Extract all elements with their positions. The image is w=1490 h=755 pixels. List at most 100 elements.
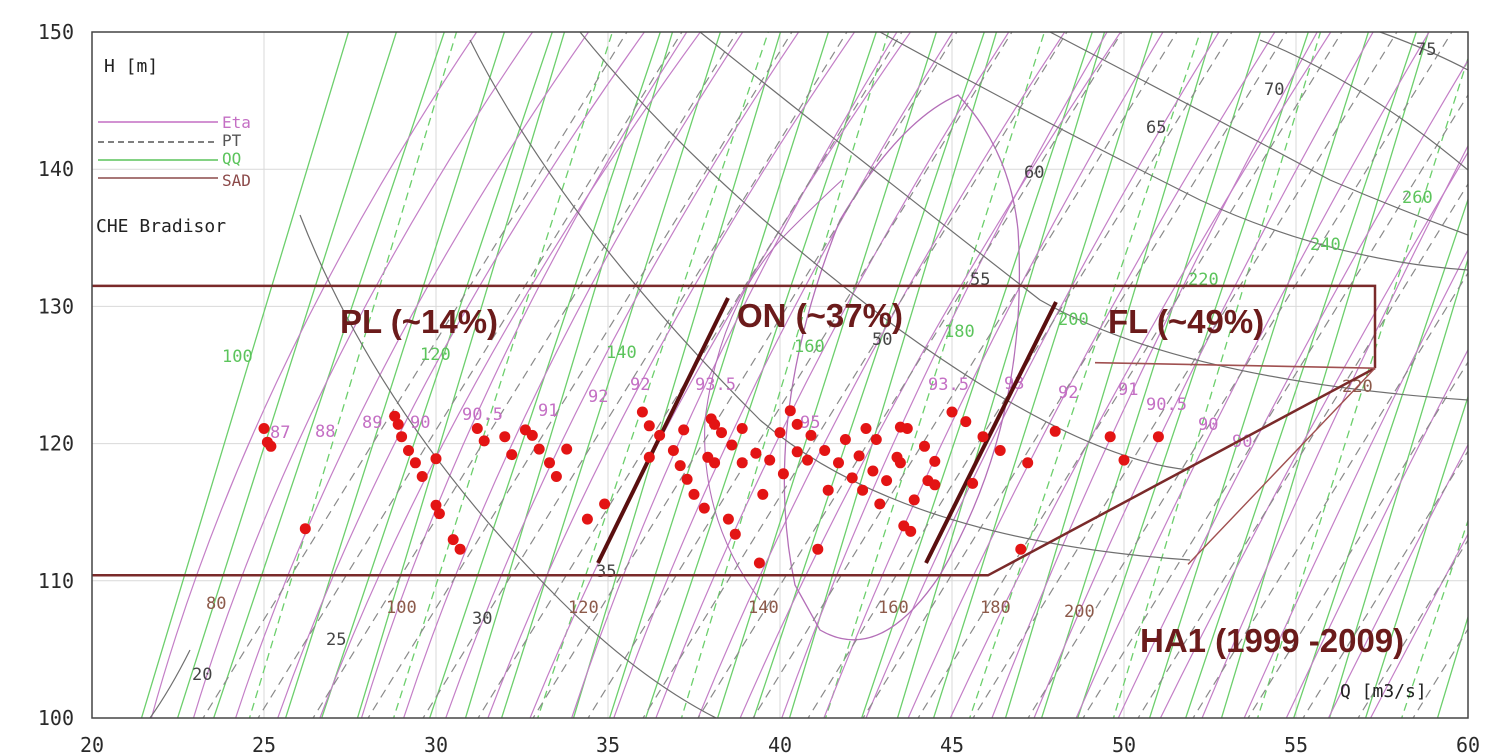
data-point <box>561 443 573 455</box>
flow-contour-line <box>356 32 566 718</box>
data-point <box>667 445 679 456</box>
flow-contour-line <box>1112 32 1322 718</box>
sad-contour-curve <box>699 32 1468 401</box>
data-point <box>819 445 831 456</box>
data-point <box>929 455 941 467</box>
efficiency-contour-curve <box>319 32 702 718</box>
flow-contour-line <box>1184 32 1418 718</box>
efficiency-contour-curve <box>781 32 1108 718</box>
data-point <box>919 440 930 452</box>
period-label: HA1 (1999 -2009) <box>1140 622 1404 659</box>
power-contour-line <box>202 32 628 718</box>
data-point <box>654 429 666 441</box>
power-contour-line <box>312 32 738 718</box>
efficiency-contour-curve <box>445 32 800 718</box>
sad-contour-curve <box>469 39 1191 561</box>
data-point <box>833 457 844 469</box>
flow-contour-label: 180 <box>944 322 975 342</box>
legend: Eta PT QQ SAD <box>98 113 251 190</box>
efficiency-contour-label: 92 <box>630 375 650 395</box>
legend-label-eta: Eta <box>222 113 251 132</box>
data-point <box>994 445 1006 456</box>
efficiency-contour-label: 90.5 <box>462 405 503 425</box>
data-point <box>839 434 851 445</box>
data-point <box>764 454 776 466</box>
flow-contour-line <box>248 32 458 718</box>
flow-contour-label: 200 <box>1058 310 1089 330</box>
data-point <box>929 479 941 491</box>
zone-label-fl: FL (~49%) <box>1108 303 1264 340</box>
power-contour-line <box>367 32 793 718</box>
sad-contour-label: 160 <box>878 598 909 618</box>
zone-label-pl: PL (~14%) <box>340 303 498 340</box>
sad-contour-label: 140 <box>748 598 779 618</box>
efficiency-contour-label: 89 <box>362 413 382 433</box>
data-point <box>389 410 401 422</box>
power-contour-label: 75 <box>1416 40 1436 60</box>
flow-contour-line <box>500 32 722 718</box>
flow-contour-line <box>824 32 1046 718</box>
power-contour-label: 35 <box>596 562 616 582</box>
power-contour-line <box>1027 32 1453 718</box>
data-point <box>471 423 483 434</box>
data-point <box>791 418 803 430</box>
data-point <box>709 457 721 469</box>
y-tick-label: 150 <box>38 20 74 44</box>
power-contour-line <box>1357 538 1468 718</box>
data-point <box>777 468 789 480</box>
data-point <box>433 508 445 520</box>
data-point <box>901 423 913 434</box>
power-contour-line <box>257 32 683 718</box>
efficiency-contour-curve <box>823 32 1164 718</box>
data-point <box>1022 457 1034 469</box>
flow-contour-line <box>680 32 890 718</box>
data-points <box>258 405 1164 569</box>
data-point <box>867 465 879 477</box>
x-tick-label: 40 <box>768 733 792 755</box>
flow-contour-line <box>1220 32 1430 718</box>
flow-contour-line <box>464 32 674 718</box>
data-point <box>753 557 765 569</box>
data-point <box>905 525 917 537</box>
sad-contour-curve <box>1379 32 1468 71</box>
data-point <box>822 484 834 496</box>
flow-contour-line <box>932 32 1154 718</box>
data-point <box>430 453 442 465</box>
efficiency-contour-curve <box>1327 443 1468 718</box>
y-tick-label: 100 <box>38 706 74 730</box>
envelope-top-boundary <box>92 284 1377 369</box>
flow-contour-line <box>392 32 614 718</box>
flow-contour-line <box>608 32 830 718</box>
y-tick-label: 120 <box>38 432 74 456</box>
sad-contour-curve <box>1259 39 1468 171</box>
efficiency-contour-curve <box>360 32 688 718</box>
data-point <box>499 431 511 443</box>
data-point <box>736 423 748 434</box>
data-point <box>478 435 490 447</box>
data-point <box>960 416 972 428</box>
data-point <box>643 420 655 432</box>
x-tick-label: 25 <box>252 733 276 755</box>
efficiency-contour-curve <box>529 32 912 718</box>
data-point <box>716 427 727 439</box>
flow-contour-line <box>1400 518 1468 718</box>
data-point <box>857 484 869 496</box>
power-contour-line <box>642 32 1068 718</box>
zone-divider-pl-on <box>596 297 730 564</box>
data-point <box>853 450 865 462</box>
efficiency-contour-curve <box>1369 532 1468 718</box>
data-point <box>409 457 421 469</box>
efficiency-contour-curve <box>1285 348 1468 718</box>
data-point <box>599 498 611 510</box>
data-point <box>454 543 466 555</box>
efficiency-contour-label: 95 <box>800 413 820 433</box>
power-contour-label: 70 <box>1264 80 1284 100</box>
flow-contour-line <box>572 32 782 718</box>
power-contour-line <box>1192 271 1468 718</box>
sad-contour-label: 200 <box>1064 602 1095 622</box>
flow-contour-line <box>1148 32 1370 718</box>
efficiency-contour-label: 93.5 <box>695 375 736 395</box>
efficiency-contour-curve <box>487 32 856 718</box>
